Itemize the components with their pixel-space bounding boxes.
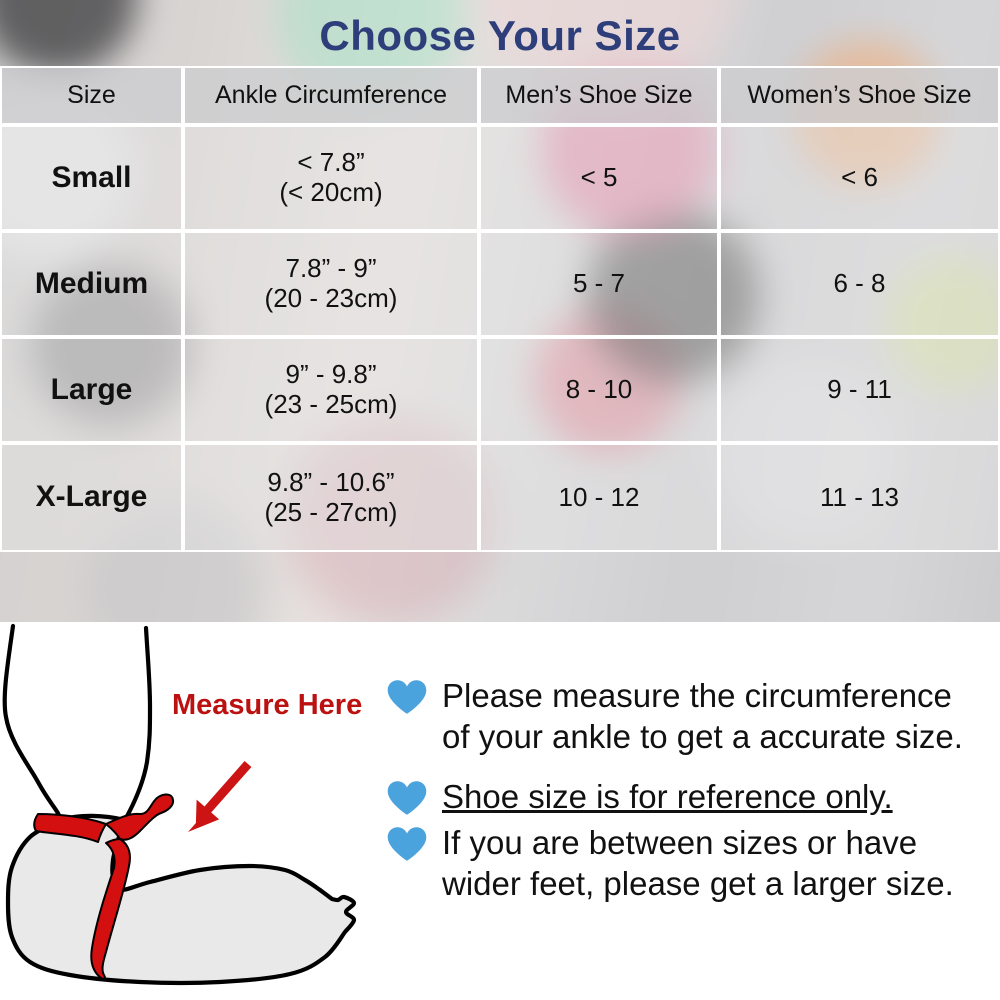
svg-text:Measure Here: Measure Here [172, 689, 362, 721]
